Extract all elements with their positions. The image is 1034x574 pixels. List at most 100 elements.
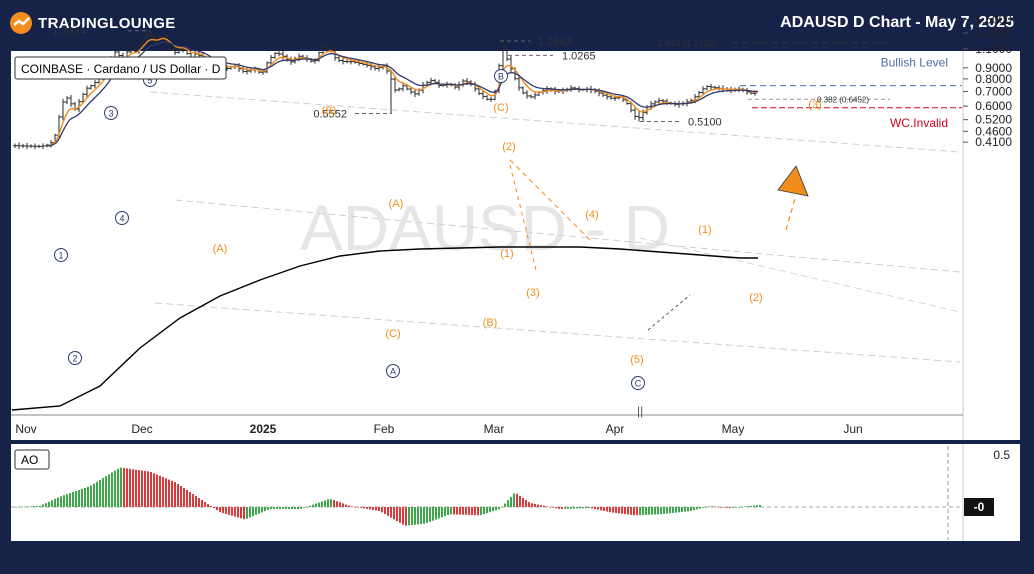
ao-bar	[540, 505, 542, 507]
ao-bar	[282, 507, 284, 510]
wave-label: (B)	[322, 105, 337, 117]
page-title: ADAUSD D Chart - May 7, 2025	[780, 14, 1014, 31]
ao-bar	[330, 499, 332, 507]
ao-bar	[144, 470, 146, 507]
wave-projection-line	[509, 164, 537, 271]
wave-circle	[68, 351, 82, 365]
ao-bar	[18, 506, 20, 508]
ao-bar	[21, 506, 23, 508]
symbol-legend-box	[14, 56, 227, 80]
target-projection-line	[785, 194, 797, 231]
ao-bar	[489, 507, 491, 513]
time-tick-label: 2025	[250, 422, 277, 436]
time-tick-label: Mar	[484, 422, 505, 436]
price-level-label: 1.0265	[562, 50, 596, 62]
ao-bar	[462, 507, 464, 515]
ao-bar	[396, 507, 398, 522]
ao-bar	[129, 468, 131, 507]
ao-bar	[285, 507, 287, 510]
wave-label: (2)	[749, 292, 762, 304]
ao-bar	[222, 507, 224, 514]
ema-fast-line	[45, 37, 759, 147]
ao-bar	[348, 505, 350, 507]
ao-bar	[36, 506, 38, 507]
ao-bar	[309, 505, 311, 507]
wave-label: (3)	[526, 287, 539, 299]
ao-bar	[81, 488, 83, 507]
ao-bar	[618, 507, 620, 514]
ao-bar	[474, 507, 476, 516]
ao-bar	[504, 503, 506, 507]
ao-bar	[582, 507, 584, 509]
ao-bar	[315, 503, 317, 507]
ao-bar	[354, 506, 356, 508]
ao-bar	[645, 507, 647, 515]
ao-bar	[75, 491, 77, 507]
ao-bar	[231, 507, 233, 516]
fib-label: 1.618 (1.1723)	[658, 38, 717, 48]
ao-bar	[363, 507, 365, 509]
ao-bar	[564, 507, 566, 509]
ao-bar	[525, 500, 527, 507]
ao-bar	[684, 507, 686, 512]
ao-bar	[624, 507, 626, 515]
price-tick-label: 1.1000	[975, 42, 1012, 56]
ao-bar	[651, 507, 653, 515]
ao-bar	[258, 507, 260, 514]
wave-label: (C)	[385, 328, 400, 340]
ao-bar	[648, 507, 650, 515]
ao-bar	[117, 468, 119, 507]
ao-bar	[255, 507, 257, 515]
ao-bar	[732, 507, 734, 508]
ao-bar	[444, 507, 446, 517]
price-tick-label: 0.8000	[975, 72, 1012, 86]
wave-label: (C)	[493, 102, 508, 114]
ao-bar	[750, 505, 752, 507]
ao-bar	[690, 507, 692, 511]
wave-circle-label: 3	[108, 109, 113, 119]
ao-bar	[192, 494, 194, 507]
ao-bar	[318, 502, 320, 507]
ao-bar	[375, 507, 377, 511]
ao-bar	[216, 507, 218, 511]
ao-bar	[627, 507, 629, 515]
ao-bar	[186, 490, 188, 507]
invalidation-label: WC.Invalid	[890, 116, 948, 130]
ao-bar	[441, 507, 443, 518]
ao-bar	[534, 503, 536, 507]
ao-bar	[558, 507, 560, 509]
ao-bar	[342, 503, 344, 507]
ao-bar	[528, 502, 530, 507]
ao-bar	[519, 495, 521, 507]
ao-bar	[126, 468, 128, 507]
time-axis: Nov Dec 2025 Feb Mar Apr May Jun	[15, 422, 862, 436]
ao-bar	[756, 505, 758, 507]
ao-bar	[333, 500, 335, 507]
ao-bar	[639, 507, 641, 516]
ao-bar	[492, 507, 494, 512]
ao-bar	[522, 497, 524, 507]
ao-bar	[78, 490, 80, 507]
ao-bar	[708, 506, 710, 507]
time-tick-label: Dec	[131, 422, 152, 436]
ao-bar	[291, 507, 293, 510]
ao-bar	[402, 507, 404, 525]
ao-value-tag	[964, 498, 994, 516]
ao-bar	[405, 507, 407, 526]
ao-bar	[246, 507, 248, 519]
ao-bar	[204, 502, 206, 507]
ao-bar	[498, 507, 500, 510]
ao-bar	[225, 507, 227, 514]
ao-bar	[273, 507, 275, 510]
channel-lines	[149, 91, 961, 363]
wave-label: (1)	[698, 224, 711, 236]
wave-label: (1)	[500, 248, 513, 260]
ao-bar	[351, 506, 353, 507]
ao-bar	[660, 507, 662, 515]
ao-bar	[705, 507, 707, 508]
ao-bar	[180, 486, 182, 507]
ao-bar	[234, 507, 236, 517]
ao-bar	[687, 507, 689, 512]
ao-bar	[366, 507, 368, 509]
